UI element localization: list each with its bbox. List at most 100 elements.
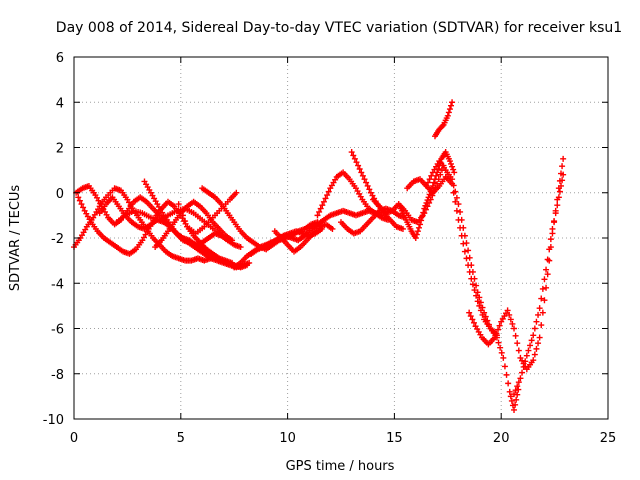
data-point (543, 266, 550, 273)
interp-point (324, 192, 331, 199)
interp-point (509, 320, 516, 327)
data-point (530, 332, 537, 339)
series-arc-17 (395, 149, 458, 241)
interp-point (364, 182, 371, 189)
interp-point (431, 176, 438, 183)
data-point (423, 182, 430, 189)
interp-point (420, 209, 427, 216)
data-point (417, 221, 424, 228)
interp-point (414, 228, 421, 235)
data-point (233, 189, 240, 196)
interp-point (473, 292, 480, 299)
interp-point (531, 351, 538, 358)
data-point (481, 309, 488, 316)
interp-point (559, 177, 566, 184)
interp-point (527, 342, 534, 349)
data-point (449, 99, 456, 106)
data-point (536, 334, 543, 341)
interp-point (453, 194, 460, 201)
interp-point (496, 322, 503, 329)
data-point (511, 325, 518, 332)
interp-point (449, 163, 456, 170)
interp-point (470, 319, 477, 326)
data-point (517, 375, 524, 382)
interp-point (514, 340, 521, 347)
interp-point (428, 172, 435, 179)
data-point (329, 225, 336, 232)
interp-point (479, 304, 486, 311)
interp-point (503, 371, 510, 378)
interp-point (469, 281, 476, 288)
data-point (543, 284, 550, 291)
x-axis-label: GPS time / hours (286, 459, 395, 474)
data-point (449, 176, 456, 183)
interp-point (453, 207, 460, 214)
data-point (461, 248, 468, 255)
data-point (175, 201, 182, 208)
data-point (555, 194, 562, 201)
data-point (500, 354, 507, 361)
data-point (549, 225, 556, 232)
interp-point (535, 340, 542, 347)
interp-point (507, 316, 514, 323)
interp-point (541, 276, 548, 283)
interp-point (544, 271, 551, 278)
series-arc-13 (314, 169, 385, 219)
axis-ticks (73, 56, 609, 420)
data-point (451, 169, 458, 176)
interp-point (319, 202, 326, 209)
interp-point (512, 401, 519, 408)
interp-point (353, 159, 360, 166)
interp-point (505, 380, 512, 387)
y-tick-label: 6 (56, 51, 64, 66)
data-point (491, 334, 498, 341)
interp-point (469, 316, 476, 323)
interp-point (494, 326, 501, 333)
interp-point (177, 206, 184, 213)
y-tick-label: 4 (56, 96, 64, 111)
interp-point (515, 347, 522, 354)
interp-point (452, 188, 459, 195)
x-tick-labels: 0 5 10 15 20 25 (70, 431, 616, 446)
interp-point (538, 322, 545, 329)
interp-point (419, 213, 426, 220)
series-arc-19 (423, 158, 522, 413)
data-point (511, 406, 518, 413)
interp-point (525, 347, 532, 354)
y-tick-labels: -10 -8 -6 -4 -2 0 2 4 6 (43, 51, 64, 428)
interp-point (317, 205, 324, 212)
data-point (244, 262, 251, 269)
interp-point (515, 379, 522, 386)
interp-point (415, 224, 422, 231)
interp-point (520, 363, 527, 370)
y-tick-label: -8 (51, 368, 64, 383)
interp-point (80, 204, 87, 211)
data-point (468, 262, 475, 269)
interp-point (471, 275, 478, 282)
data-point (237, 244, 244, 251)
interp-point (471, 287, 478, 294)
interp-point (363, 179, 370, 186)
x-tick-label: 15 (386, 431, 403, 446)
series-arc-2 (73, 182, 253, 271)
series-arc-8 (175, 189, 240, 237)
interp-point (465, 247, 472, 254)
data-point (229, 237, 236, 244)
interp-point (426, 176, 433, 183)
interp-point (452, 198, 459, 205)
data-point (474, 289, 481, 296)
interp-point (450, 166, 457, 173)
data-point (530, 357, 537, 364)
interp-point (476, 294, 483, 301)
interp-point (501, 363, 508, 370)
data-point (348, 149, 355, 156)
interp-point (351, 155, 358, 162)
x-tick-label: 10 (279, 431, 296, 446)
interp-point (533, 318, 540, 325)
interp-point (506, 311, 513, 318)
interp-point (485, 321, 492, 328)
interp-point (522, 358, 529, 365)
interp-point (325, 188, 332, 195)
y-tick-label: 0 (56, 187, 64, 202)
interp-point (366, 186, 373, 193)
